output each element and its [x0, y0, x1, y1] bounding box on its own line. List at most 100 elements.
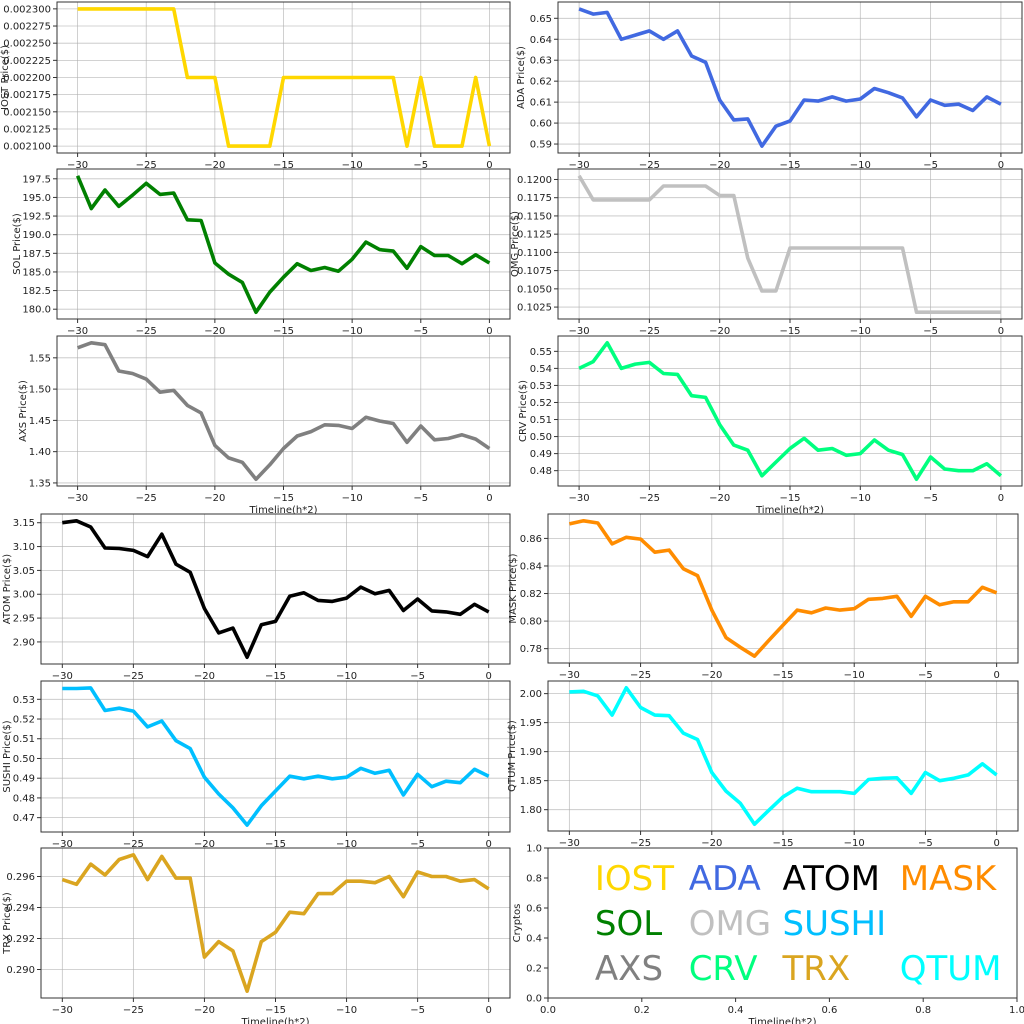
axes-frame — [40, 513, 511, 665]
y-tick-label: 182.5 — [22, 286, 51, 297]
y-tick-label: 2.00 — [520, 689, 542, 700]
y-tick-label: 0.51 — [13, 734, 35, 745]
x-tick-label: 0 — [998, 326, 1004, 337]
y-tick-label: 0.49 — [13, 774, 35, 785]
subplot-trx: −30 −25 −20 −15 −10 −5 0 0.290 0.292 0.294 0.296 TR… — [2, 847, 511, 1024]
y-tick-label: 1.40 — [29, 447, 51, 458]
y-tick-label: 187.5 — [22, 249, 51, 260]
y-tick-label: 0.1075 — [517, 266, 552, 277]
x-axis-label: Timeline(h*2) — [747, 1017, 816, 1024]
y-tick-label: 0.54 — [530, 364, 552, 375]
series-line-ada — [578, 7, 1002, 148]
y-axis-label: AXS Price($) — [18, 380, 29, 442]
x-tick-label: −25 — [639, 493, 660, 504]
y-tick-label: 0.1150 — [517, 211, 552, 222]
x-tick-label: −30 — [559, 838, 580, 849]
y-tick-label: 0.296 — [6, 872, 35, 883]
x-tick-label: −5 — [413, 160, 428, 171]
axes-frame — [557, 1, 1023, 154]
legend-entry-omg: OMG — [689, 904, 771, 944]
y-tick-label: 0.1175 — [517, 193, 552, 204]
x-tick-label: −10 — [844, 670, 865, 681]
x-tick-label: 0.0 — [540, 1005, 556, 1016]
axes-frame — [557, 335, 1023, 487]
x-tick-label: 0.8 — [915, 1005, 931, 1016]
x-tick-label: −5 — [923, 493, 938, 504]
x-tick-label: 0.4 — [728, 1005, 744, 1016]
x-tick-label: −25 — [639, 160, 660, 171]
y-tick-label: 0.1100 — [517, 248, 552, 259]
y-tick-label: 0.64 — [530, 35, 552, 46]
x-tick-label: −30 — [67, 326, 88, 337]
y-tick-label: 0.2 — [526, 964, 542, 975]
x-tick-label: −30 — [559, 670, 580, 681]
y-tick-label: 180.0 — [22, 305, 51, 316]
x-tick-label: −30 — [569, 493, 590, 504]
y-tick-label: 1.50 — [29, 385, 51, 396]
x-tick-label: −20 — [204, 160, 225, 171]
x-tick-label: 0 — [998, 493, 1004, 504]
legend-entry-atom: ATOM — [783, 859, 880, 899]
y-tick-label: 0.0 — [526, 994, 542, 1005]
y-axis-label: SUSHI Price($) — [2, 720, 13, 792]
x-tick-label: 1.0 — [1009, 1005, 1024, 1016]
x-tick-label: −5 — [923, 160, 938, 171]
y-tick-label: 0.4 — [526, 934, 542, 945]
y-axis-label: ADA Price($) — [516, 46, 527, 109]
y-tick-label: 0.51 — [530, 415, 552, 426]
axes-frame — [547, 847, 1018, 999]
y-tick-label: 0.1125 — [517, 230, 552, 241]
legend-entry-iost: IOST — [595, 859, 674, 899]
x-tick-label: −25 — [123, 1005, 144, 1016]
y-tick-label: 0.6 — [526, 904, 542, 915]
legend-entry-sol: SOL — [595, 904, 662, 944]
y-tick-label: 1.0 — [526, 844, 542, 855]
y-axis-label: OMG Price($) — [510, 211, 521, 277]
y-tick-label: 0.52 — [13, 715, 35, 726]
axes-frame — [547, 513, 1019, 664]
y-tick-label: 0.55 — [530, 347, 552, 358]
series-line-axs — [76, 340, 491, 482]
x-tick-label: −5 — [413, 493, 428, 504]
x-tick-label: −20 — [204, 326, 225, 337]
x-tick-label: −10 — [850, 493, 871, 504]
y-tick-label: 0.61 — [530, 98, 552, 109]
y-tick-label: 0.48 — [13, 793, 35, 804]
y-axis-label: IOST Price($) — [0, 45, 11, 110]
axes-frame — [56, 335, 511, 487]
x-tick-label: 0 — [485, 1005, 491, 1016]
x-tick-label: −10 — [342, 493, 363, 504]
x-axis-label: Timeline(h*2) — [755, 505, 824, 516]
y-tick-label: 0.002100 — [3, 142, 51, 153]
x-tick-label: −20 — [194, 839, 215, 850]
x-tick-label: −25 — [630, 670, 651, 681]
y-axis-label: Cryptos — [512, 904, 523, 943]
y-axis-label: ATOM Price($) — [2, 554, 13, 625]
y-tick-label: 0.84 — [520, 561, 542, 572]
y-tick-label: 195.0 — [22, 193, 51, 204]
x-tick-label: −25 — [639, 326, 660, 337]
x-tick-label: −30 — [52, 1005, 73, 1016]
legend-entry-crv: CRV — [689, 949, 758, 989]
x-axis-label: Timeline(h*2) — [248, 505, 317, 516]
x-tick-label: 0 — [993, 838, 999, 849]
x-tick-label: 0 — [993, 670, 999, 681]
y-tick-label: 1.35 — [29, 478, 51, 489]
y-axis-label: MASK Price($) — [508, 553, 519, 623]
x-tick-label: −10 — [336, 1005, 357, 1016]
x-tick-label: −5 — [410, 839, 425, 850]
subplot-sol: −30 −25 −20 −15 −10 −5 0 180.0 182.5 185.0 187.5 19… — [12, 168, 511, 337]
y-tick-label: 0.290 — [6, 965, 35, 976]
x-tick-label: −15 — [265, 671, 286, 682]
x-tick-label: −15 — [273, 326, 294, 337]
x-tick-label: 0 — [485, 671, 491, 682]
y-tick-label: 0.8 — [526, 874, 542, 885]
axes-frame — [40, 847, 511, 999]
y-tick-label: 0.65 — [530, 14, 552, 25]
legend-entry-sushi: SUSHI — [783, 904, 887, 944]
y-tick-label: 0.82 — [520, 589, 542, 600]
y-tick-label: 0.002150 — [3, 107, 51, 118]
x-tick-label: −5 — [918, 670, 933, 681]
y-tick-label: 0.292 — [6, 934, 35, 945]
